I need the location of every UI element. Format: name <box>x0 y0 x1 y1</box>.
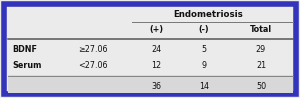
Text: 50: 50 <box>256 82 266 91</box>
Text: BDNF: BDNF <box>12 45 37 54</box>
Text: 36: 36 <box>151 82 161 91</box>
Text: 29: 29 <box>256 45 266 54</box>
Text: (-): (-) <box>199 25 209 34</box>
Text: Endometriosis: Endometriosis <box>174 10 243 19</box>
Text: (+): (+) <box>149 25 163 34</box>
Text: 5: 5 <box>201 45 207 54</box>
Text: 12: 12 <box>151 61 161 70</box>
Text: ≥27.06: ≥27.06 <box>78 45 107 54</box>
FancyBboxPatch shape <box>4 4 296 94</box>
Text: 14: 14 <box>199 82 209 91</box>
Text: <27.06: <27.06 <box>78 61 107 70</box>
Text: 24: 24 <box>151 45 161 54</box>
Text: Serum: Serum <box>12 61 41 70</box>
Text: 21: 21 <box>256 61 266 70</box>
FancyBboxPatch shape <box>8 75 292 93</box>
Text: 9: 9 <box>201 61 207 70</box>
Text: Total: Total <box>250 25 272 34</box>
